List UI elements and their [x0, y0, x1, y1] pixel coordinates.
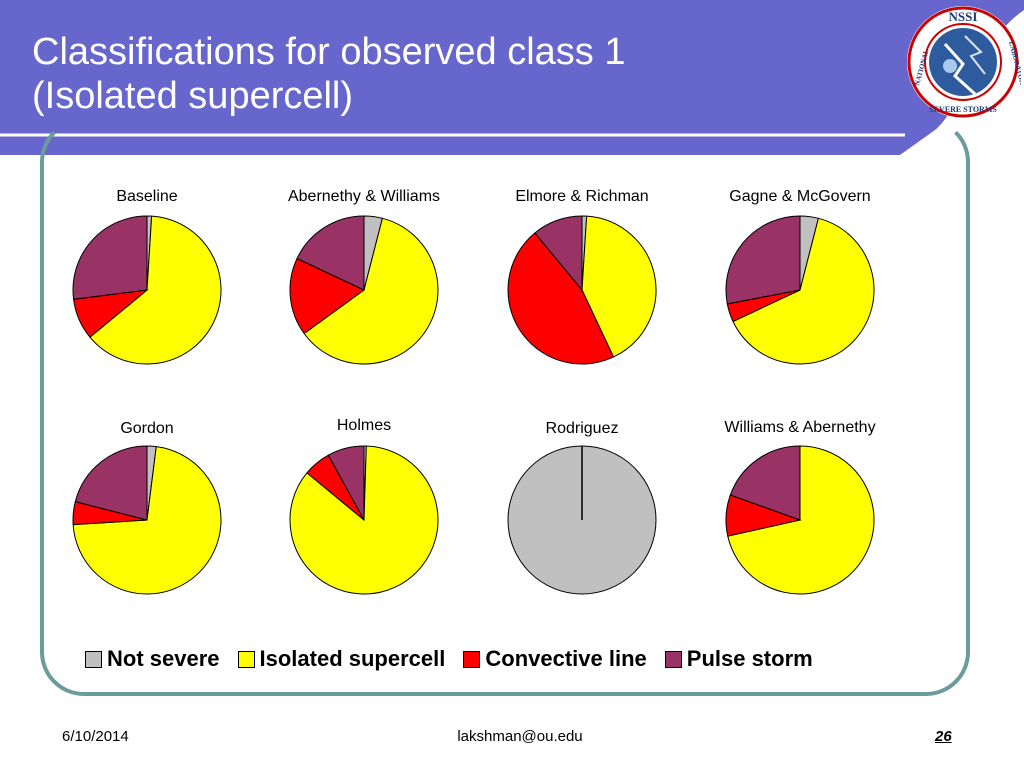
legend-swatch-pulse-storm — [664, 650, 682, 668]
pie-slice-pulse-storm — [72, 215, 148, 300]
nssl-logo: NSSI SEVERE STORMS NATIONAL LABORATORY — [907, 6, 1021, 118]
logo-top-text: NSSI — [949, 9, 978, 24]
legend-item-not-severe: Not severe — [85, 646, 220, 672]
logo-bottom-text: SEVERE STORMS — [929, 105, 997, 114]
legend-item-convective-line: Convective line — [463, 646, 647, 672]
pie-holmes — [289, 445, 439, 595]
pie-baseline — [72, 215, 222, 365]
pie-slice-convective-line — [289, 257, 365, 335]
legend-label-pulse-storm: Pulse storm — [686, 646, 813, 671]
legend-label-not-severe: Not severe — [107, 646, 220, 671]
content-frame — [40, 118, 970, 696]
legend-label-convective-line: Convective line — [485, 646, 647, 671]
pie-title: Abernethy & Williams — [287, 188, 441, 205]
pie-slice-pulse-storm — [729, 445, 801, 521]
footer-email: lakshman@ou.edu — [457, 728, 583, 745]
pie-elmore-richman — [507, 215, 657, 365]
pie-slice-pulse-storm — [725, 215, 801, 305]
footer-date: 6/10/2014 — [62, 728, 129, 745]
legend-item-isolated-supercell: Isolated supercell — [237, 646, 446, 672]
pie-title: Gagne & McGovern — [729, 188, 871, 205]
legend-item-pulse-storm: Pulse storm — [664, 646, 813, 672]
pie-slice-convective-line — [507, 232, 615, 365]
slide-title-line2: (Isolated supercell) — [32, 75, 354, 117]
pie-title: Williams & Abernethy — [724, 419, 876, 436]
legend: Not severe Isolated supercell Convective… — [85, 644, 813, 674]
pie-rodriguez — [507, 445, 657, 595]
legend-swatch-isolated-supercell — [237, 650, 255, 668]
pie-title: Holmes — [336, 417, 392, 434]
pie-gordon — [72, 445, 222, 595]
pie-title: Elmore & Richman — [515, 188, 649, 205]
pie-gagne-mcgovern — [725, 215, 875, 365]
pie-abernethy-williams — [289, 215, 439, 365]
pie-slice-pulse-storm — [534, 215, 583, 292]
pie-title: Gordon — [120, 420, 174, 437]
pie-slice-pulse-storm — [327, 445, 365, 521]
pie-slice-isolated-supercell — [732, 217, 875, 365]
pie-slice-isolated-supercell — [89, 215, 222, 365]
legend-swatch-not-severe — [85, 650, 102, 668]
pie-title: Baseline — [116, 188, 178, 205]
legend-swatch-convective-line — [463, 650, 481, 668]
legend-label-isolated-supercell: Isolated supercell — [259, 646, 446, 671]
pie-slice-pulse-storm — [296, 215, 365, 291]
slide-title-line1: Classifications for observed class 1 — [32, 31, 626, 73]
pie-slice-isolated-supercell — [303, 217, 439, 365]
slide-title: Classifications for observed class 1 (Is… — [32, 30, 892, 118]
pie-slice-pulse-storm — [74, 445, 148, 521]
header-band — [0, 0, 1024, 155]
pie-slice-isolated-supercell — [581, 215, 657, 358]
pie-williams-abernethy — [725, 445, 875, 595]
footer-page-number: 26 — [935, 728, 952, 745]
pie-title: Rodriguez — [545, 420, 619, 437]
